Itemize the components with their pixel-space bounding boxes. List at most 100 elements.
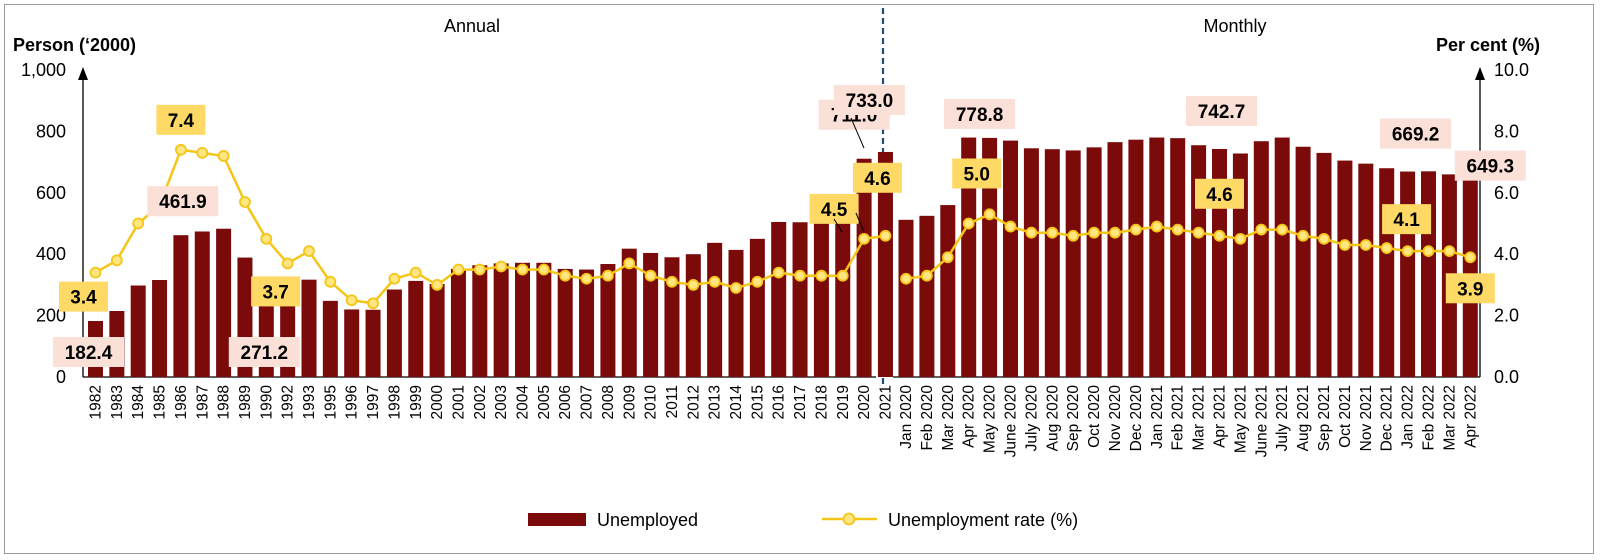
- bar-unemployed: [1316, 152, 1332, 377]
- rate-point: [303, 245, 315, 258]
- bar-value-label-box: [944, 98, 1016, 129]
- x-tick-label: 1995: [322, 385, 339, 419]
- bar-unemployed: [194, 231, 210, 377]
- x-tick-label: 2002: [472, 385, 489, 419]
- x-tick-label: Feb 2021: [1170, 385, 1187, 451]
- rate-point: [794, 269, 806, 282]
- bar-unemployed: [877, 151, 893, 377]
- bar-unemployed: [940, 205, 956, 377]
- x-tick-label: 2015: [749, 385, 766, 419]
- rate-point: [388, 272, 401, 285]
- rate-point: [239, 196, 251, 208]
- bar-unemployed: [771, 221, 787, 377]
- bar-unemployed: [1170, 138, 1186, 377]
- y-left-tick-label: 400: [36, 244, 66, 264]
- x-tick-label: Nov 2021: [1358, 385, 1375, 451]
- bar-value-label-box: [1454, 150, 1526, 181]
- rate-point: [1255, 223, 1268, 236]
- rate-point: [1297, 229, 1309, 242]
- x-tick-label: Apr 2020: [961, 385, 978, 448]
- bar-unemployed: [835, 217, 851, 377]
- rate-point: [516, 263, 529, 276]
- x-tick-label: Jan 2021: [1149, 385, 1166, 449]
- rate-point: [559, 269, 572, 282]
- rate-value-label: 3.4: [70, 288, 97, 309]
- bar-unemployed: [301, 279, 317, 377]
- bar-unemployed: [961, 137, 977, 377]
- rate-value-label-box: [59, 281, 108, 312]
- panel-title-annual: Annual: [444, 16, 500, 36]
- legend-swatch-rate-marker: [842, 512, 856, 526]
- bar-unemployed: [152, 279, 168, 377]
- rate-value-label-box: [1195, 178, 1244, 209]
- x-tick-label: 2017: [792, 385, 809, 419]
- x-tick-label: 2009: [621, 385, 638, 419]
- x-tick-label: 2018: [813, 385, 830, 419]
- rate-value-label-box: [1445, 273, 1495, 304]
- rate-point: [1088, 226, 1100, 239]
- x-tick-label: Dec 2020: [1128, 385, 1145, 452]
- x-tick-label: Mar 2020: [940, 385, 957, 451]
- bar-unemployed: [749, 238, 765, 377]
- bar-unemployed: [515, 262, 530, 377]
- rate-point: [708, 275, 721, 288]
- x-tick-label: 2005: [536, 385, 553, 419]
- bar-unemployed: [1337, 160, 1353, 377]
- bar-unemployed: [173, 235, 189, 377]
- rate-value-label-box: [809, 193, 859, 224]
- x-tick-label: Sep 2020: [1065, 385, 1082, 452]
- panel-title-monthly: Monthly: [1203, 16, 1266, 36]
- legend-label-unemployed: Unemployed: [597, 510, 698, 530]
- x-tick-label: 2010: [643, 385, 660, 420]
- bar-unemployed: [1023, 148, 1039, 377]
- bar-unemployed: [813, 222, 829, 377]
- x-tick-label: 1983: [109, 385, 126, 419]
- bar-unemployed: [1400, 171, 1416, 377]
- rate-point: [900, 272, 912, 285]
- bar-unemployed: [408, 280, 424, 377]
- x-tick-label: 2020: [856, 385, 873, 420]
- x-tick-label: 1984: [130, 385, 147, 420]
- x-tick-label: Nov 2020: [1107, 385, 1124, 452]
- bar-unemployed: [579, 269, 595, 377]
- rate-point: [367, 297, 379, 310]
- bar-unemployed: [621, 248, 637, 377]
- leader-line: [855, 212, 865, 233]
- bar-value-label-box: [833, 84, 905, 115]
- y-left-tick-label: 600: [36, 183, 66, 203]
- rate-point: [324, 275, 337, 288]
- rate-value-label: 4.1: [1393, 210, 1420, 231]
- bar-unemployed: [600, 264, 616, 377]
- x-tick-label: Feb 2020: [919, 385, 936, 451]
- bar-unemployed: [685, 254, 701, 377]
- rate-value-label: 3.9: [1457, 279, 1483, 300]
- rate-point: [1150, 220, 1163, 233]
- bar-value-label-box: [147, 186, 219, 217]
- bar-unemployed: [898, 219, 914, 377]
- rate-value-label-box: [1382, 204, 1432, 235]
- rate-point: [644, 269, 657, 282]
- bar-unemployed: [429, 283, 445, 377]
- bar-unemployed: [728, 249, 744, 377]
- y-left-tick-label: 0: [56, 367, 66, 387]
- x-tick-label: 2001: [450, 385, 467, 419]
- bar-unemployed: [1086, 147, 1102, 377]
- leader-line: [833, 218, 843, 233]
- rate-point: [1171, 223, 1184, 236]
- x-tick-label: 2007: [579, 385, 596, 419]
- rate-point: [751, 275, 764, 288]
- x-tick-label: Aug 2020: [1044, 385, 1061, 452]
- rate-point: [1443, 245, 1456, 258]
- bar-unemployed: [1149, 137, 1165, 377]
- bar-unemployed: [386, 289, 402, 377]
- rate-point: [495, 260, 508, 273]
- bar-unemployed: [130, 285, 146, 377]
- rate-value-label: 4.6: [1206, 185, 1232, 206]
- bar-unemployed: [1274, 137, 1290, 377]
- x-tick-label: Jan 2022: [1400, 385, 1417, 449]
- bar-unemployed: [856, 158, 872, 377]
- rate-point: [1046, 226, 1059, 239]
- rate-point: [89, 266, 102, 279]
- rate-point: [1213, 229, 1226, 242]
